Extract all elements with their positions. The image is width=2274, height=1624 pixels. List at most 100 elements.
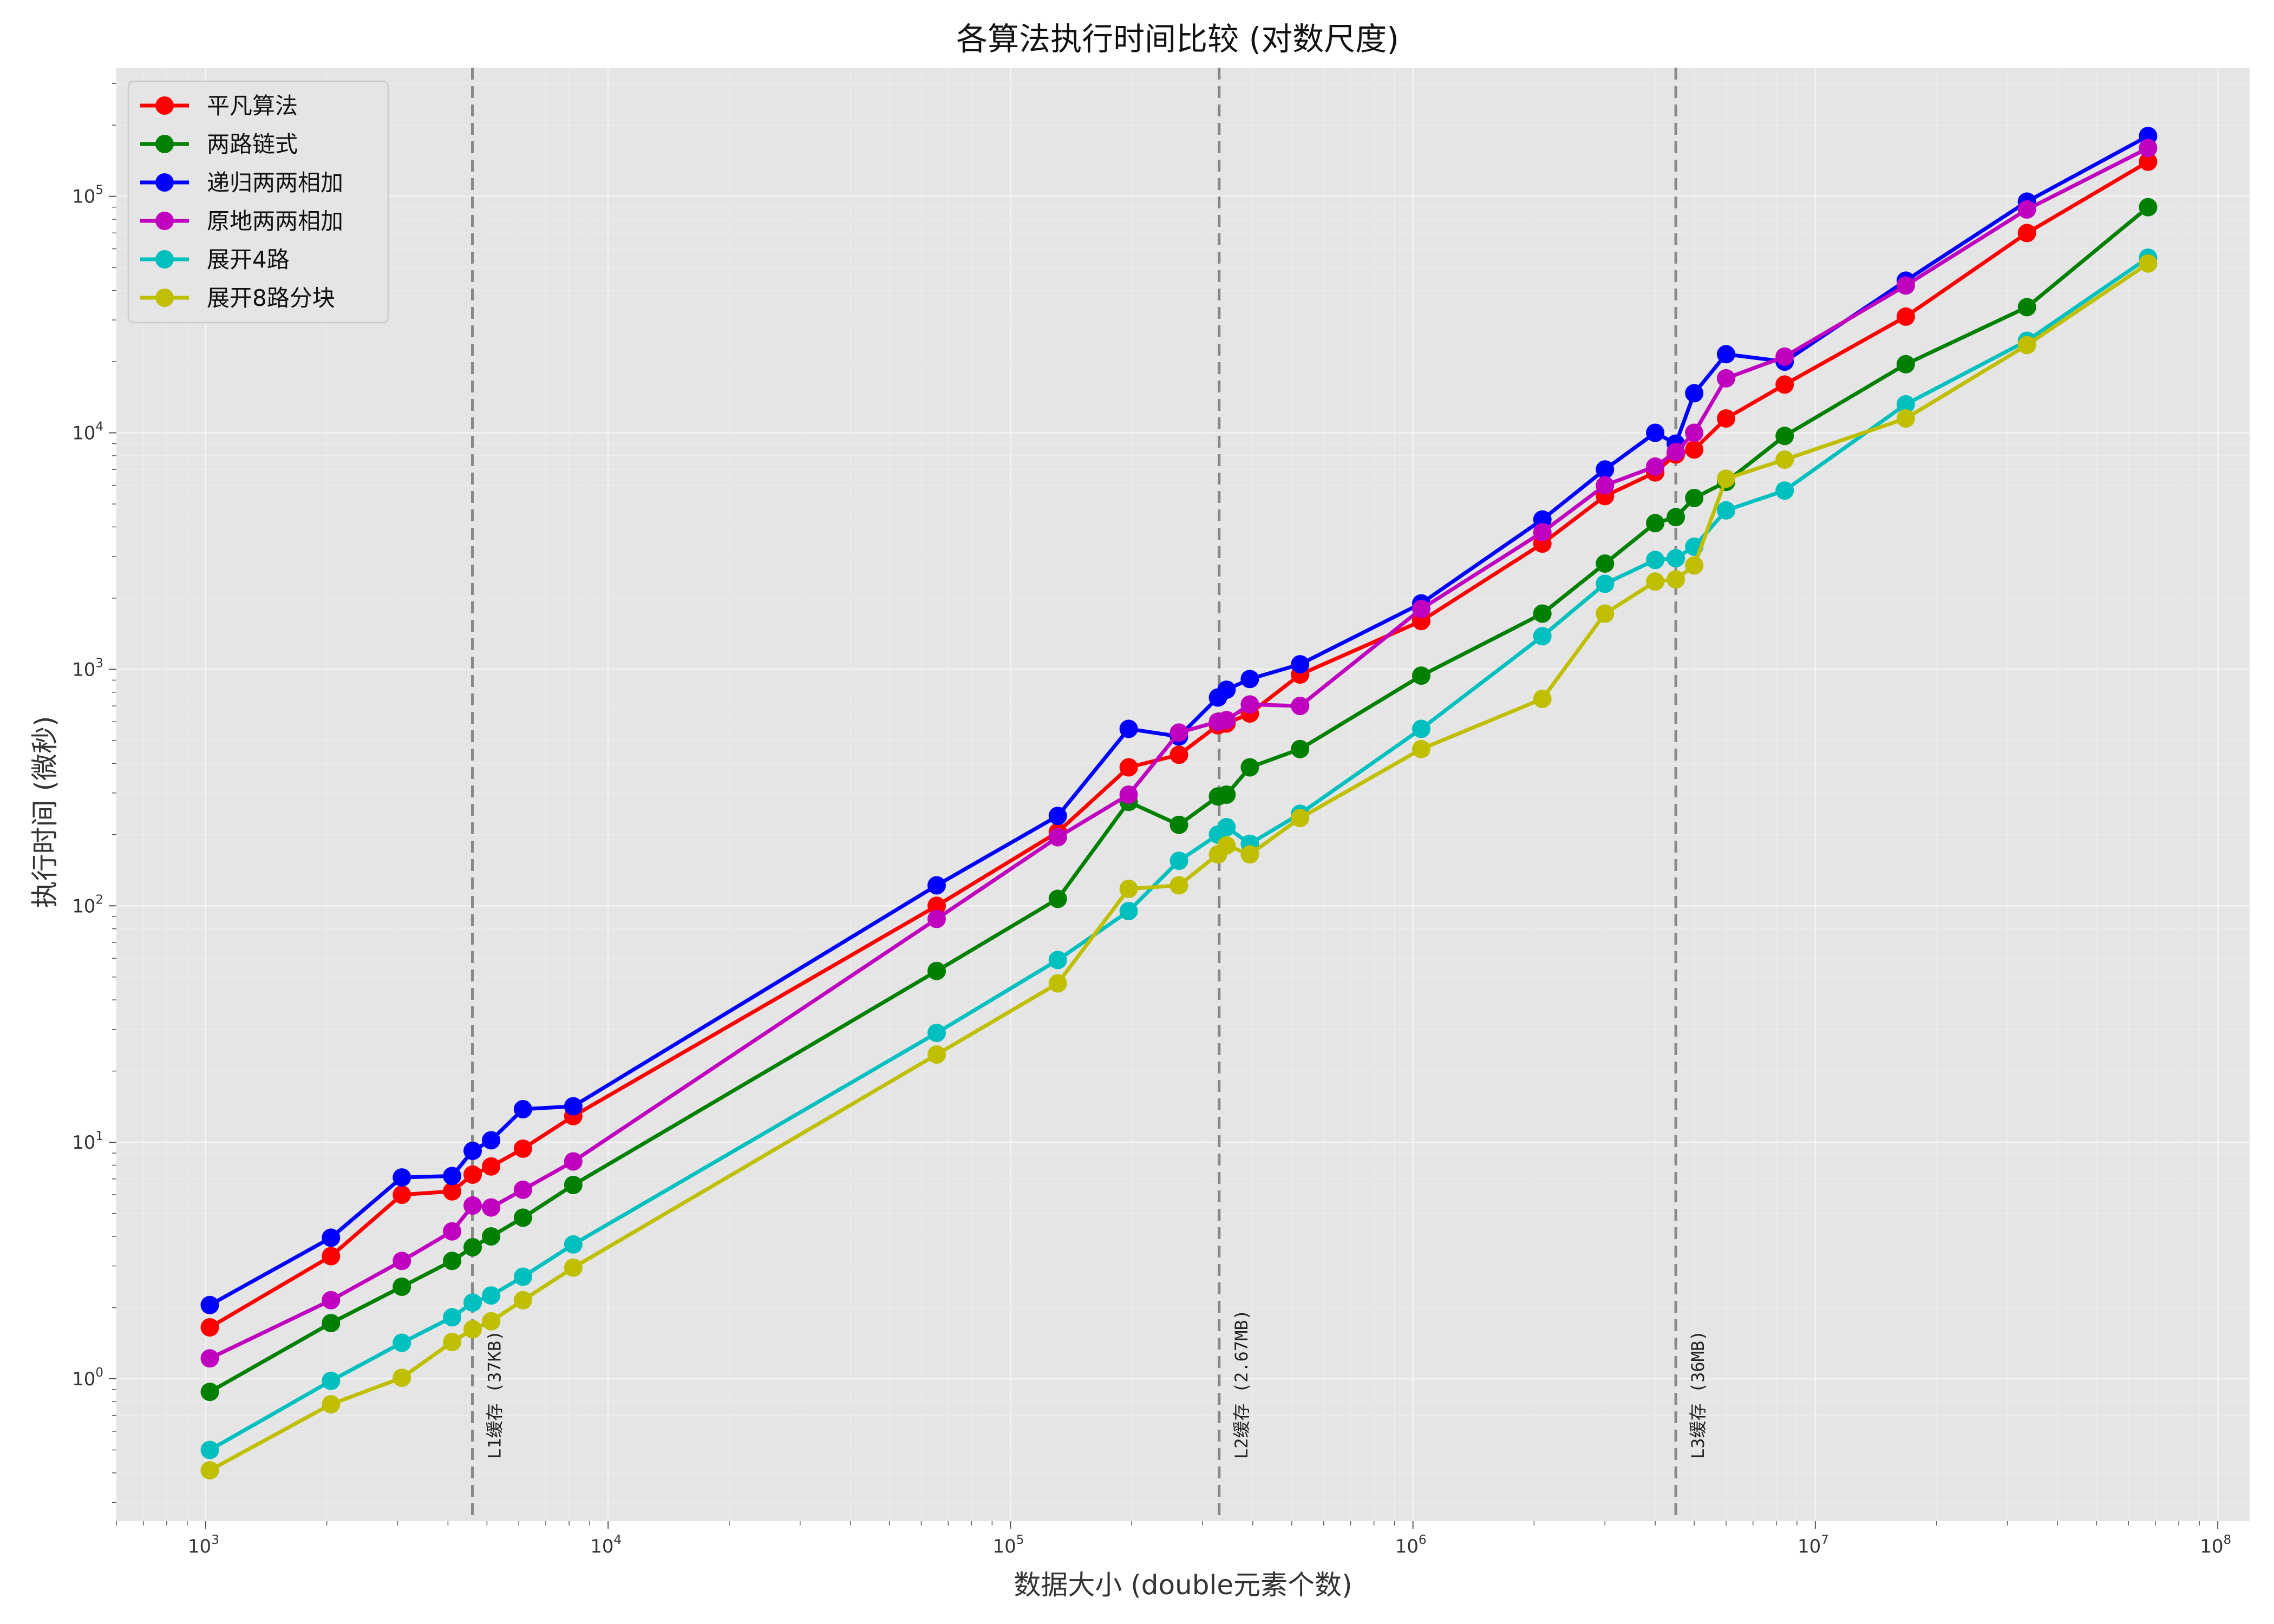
legend-label: 递归两两相加	[207, 169, 343, 196]
data-point	[1646, 457, 1665, 476]
legend-label: 展开4路	[207, 246, 290, 273]
data-point	[1240, 845, 1259, 864]
data-point	[927, 909, 946, 928]
data-point	[1896, 307, 1915, 326]
data-point	[393, 1278, 411, 1296]
data-point	[1412, 599, 1430, 618]
data-point	[1596, 554, 1615, 573]
data-point	[2017, 224, 2036, 243]
y-tick-label: 105	[72, 184, 103, 208]
data-point	[1685, 384, 1704, 403]
data-point	[1533, 627, 1552, 646]
data-point	[200, 1383, 219, 1402]
data-point	[513, 1267, 532, 1286]
data-point	[463, 1238, 482, 1256]
data-point	[1667, 442, 1685, 461]
x-tick-label: 104	[590, 1533, 622, 1557]
data-point	[1775, 481, 1794, 500]
data-point	[1685, 423, 1704, 442]
data-point	[463, 1320, 482, 1339]
data-point	[322, 1314, 341, 1333]
legend-marker	[155, 250, 174, 269]
data-point	[322, 1228, 341, 1247]
data-point	[927, 896, 946, 915]
data-point	[1775, 375, 1794, 394]
y-tick-label: 103	[72, 656, 103, 680]
legend-label: 平凡算法	[207, 93, 298, 119]
data-point	[1119, 758, 1138, 777]
data-point	[927, 876, 946, 895]
data-point	[564, 1235, 583, 1254]
data-point	[322, 1247, 341, 1266]
data-point	[443, 1167, 461, 1186]
data-point	[1685, 489, 1704, 507]
data-point	[1291, 655, 1310, 674]
data-point	[1667, 570, 1685, 589]
cache-label: L3缓存 (36MB)	[1688, 1331, 1708, 1459]
legend-marker	[155, 289, 174, 307]
data-point	[1717, 369, 1735, 388]
y-tick-label: 102	[72, 893, 103, 917]
data-point	[1896, 409, 1915, 428]
legend-marker	[155, 96, 174, 115]
data-point	[1667, 508, 1685, 527]
data-point	[2139, 254, 2158, 273]
data-point	[1048, 828, 1067, 847]
data-point	[463, 1165, 482, 1184]
data-point	[1240, 670, 1259, 689]
legend-label: 展开8路分块	[207, 285, 335, 311]
data-point	[1119, 879, 1138, 898]
data-point	[564, 1097, 583, 1116]
data-point	[463, 1293, 482, 1312]
data-point	[2017, 336, 2036, 355]
x-tick-label: 107	[1798, 1533, 1829, 1557]
y-tick-label: 104	[72, 420, 103, 444]
data-point	[1717, 345, 1735, 364]
data-point	[1596, 476, 1615, 495]
series-layer	[200, 127, 2158, 1480]
data-point	[1291, 697, 1310, 716]
legend-box	[127, 80, 389, 324]
x-tick-label: 106	[1395, 1533, 1427, 1557]
data-point	[393, 1333, 411, 1352]
data-point	[927, 1024, 946, 1043]
data-point	[513, 1139, 532, 1158]
data-point	[1896, 276, 1915, 295]
data-point	[1533, 690, 1552, 708]
data-point	[1048, 974, 1067, 993]
data-point	[393, 1168, 411, 1187]
data-point	[1717, 501, 1735, 520]
legend-marker	[155, 173, 174, 192]
data-point	[1717, 469, 1735, 488]
data-point	[1685, 440, 1704, 459]
data-point	[1412, 666, 1430, 685]
x-tick-label: 105	[992, 1533, 1024, 1557]
data-point	[1169, 745, 1188, 764]
data-point	[1048, 807, 1067, 826]
data-point	[1119, 719, 1138, 738]
data-point	[200, 1461, 219, 1480]
data-point	[1896, 395, 1915, 414]
data-point	[513, 1180, 532, 1199]
data-point	[1646, 514, 1665, 533]
cache-label: L1缓存 (37KB)	[484, 1331, 505, 1459]
data-point	[2139, 139, 2158, 158]
data-point	[1240, 695, 1259, 714]
series-展开4路	[200, 248, 2158, 1459]
data-point	[564, 1176, 583, 1194]
data-point	[1169, 852, 1188, 870]
data-point	[1412, 719, 1430, 738]
data-point	[200, 1318, 219, 1337]
legend-label: 两路链式	[207, 131, 298, 158]
data-point	[1048, 889, 1067, 908]
data-point	[927, 961, 946, 980]
legend-marker	[155, 135, 174, 153]
data-point	[1291, 739, 1310, 758]
data-point	[393, 1368, 411, 1387]
data-point	[564, 1258, 583, 1277]
data-point	[1119, 785, 1138, 804]
data-point	[482, 1227, 501, 1246]
data-point	[482, 1312, 501, 1331]
